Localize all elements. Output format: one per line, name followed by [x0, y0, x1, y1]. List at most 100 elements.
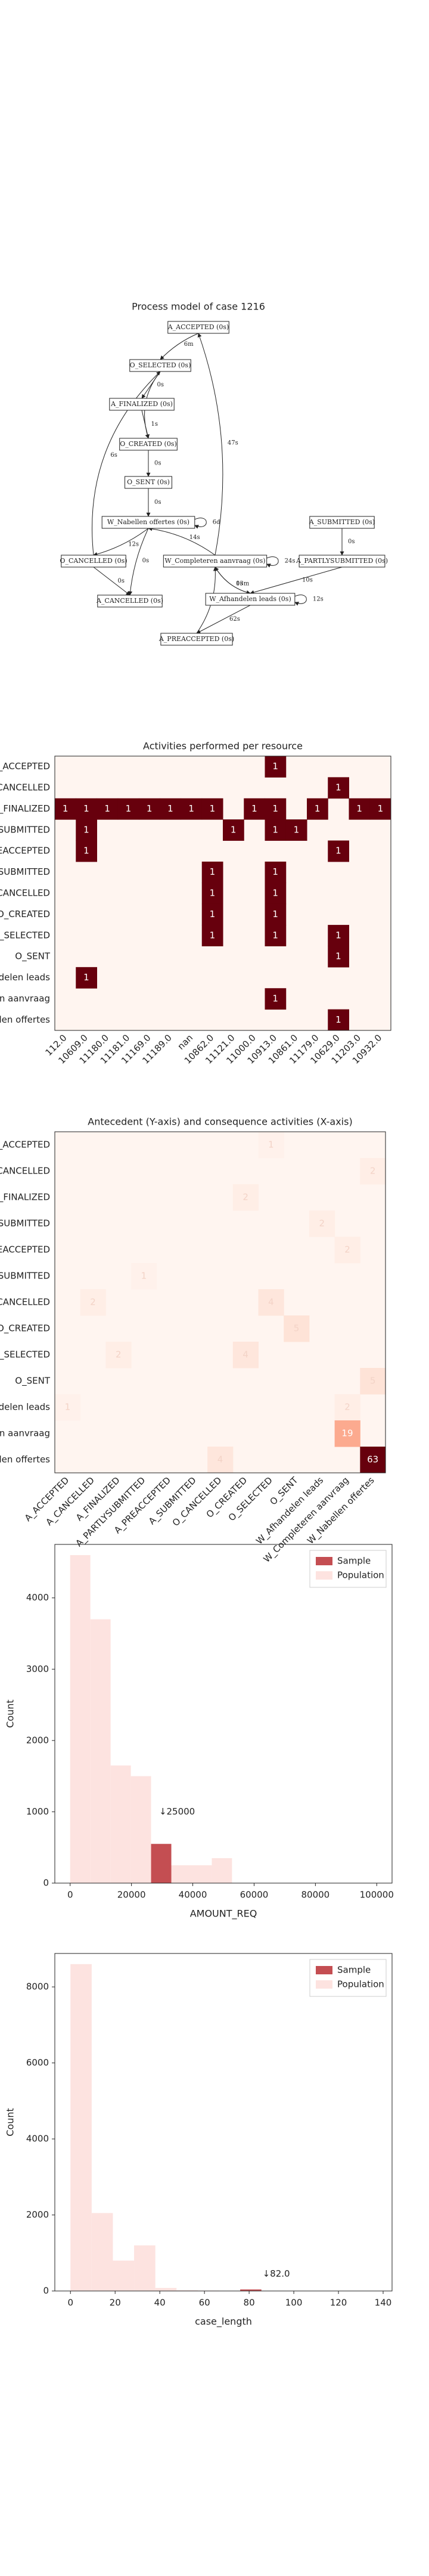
histogram-bar: [70, 1964, 92, 2291]
histogram-bar: [151, 1844, 172, 1883]
heatmap-cell: [369, 798, 391, 820]
histogram-bar: [191, 1865, 212, 1883]
cell-label: 1: [272, 993, 278, 1004]
edge: [92, 371, 161, 556]
y-tick-label: 8000: [26, 1981, 49, 1992]
heatmap-cell: [117, 798, 139, 820]
histogram-bar: [130, 1776, 151, 1883]
edge-label: 6d: [213, 519, 220, 526]
y-tick-label: O_CREATED: [0, 1323, 50, 1335]
heatmap-cell: [284, 1315, 310, 1342]
heatmap-cell: [201, 925, 223, 946]
heatmap-cell: [160, 798, 181, 820]
heatmap-cell: [201, 903, 223, 925]
cell-label: 2: [243, 1192, 248, 1203]
node-label: O_SELECTED (0s): [130, 361, 191, 369]
histogram-bar: [155, 2287, 177, 2291]
node-label: A_SUBMITTED (0s): [309, 518, 375, 526]
cell-label: 1: [210, 909, 216, 919]
legend-swatch: [316, 1966, 332, 1974]
y-tick-label: A_FINALIZED: [0, 1192, 50, 1203]
y-tick-label: O_SENT: [15, 951, 51, 962]
heatmap-cell: [349, 798, 371, 820]
cell-label: 1: [272, 930, 278, 940]
cell-label: 1: [251, 803, 257, 814]
node-box: [125, 476, 172, 489]
cell-label: 1: [147, 803, 153, 814]
legend-label: Population: [337, 1570, 384, 1581]
x-tick-label: 60: [199, 2298, 210, 2308]
edge-label: 0s: [142, 558, 150, 564]
x-tick-label: 40: [154, 2298, 166, 2308]
y-tick-label: A_ACCEPTED: [0, 1140, 50, 1151]
heatmap-frame: [54, 1131, 386, 1473]
edge: [250, 566, 343, 595]
node-label: W_Completeren aanvraag (0s): [164, 557, 265, 565]
heatmap-cell: [265, 819, 287, 841]
heatmap-cell: [328, 840, 349, 862]
y-tick-label: 3000: [26, 1664, 49, 1674]
cell-label: 1: [272, 803, 278, 814]
node-box: [109, 398, 175, 411]
edge-label: 62s: [229, 616, 240, 623]
edge: [93, 528, 149, 556]
x-tick-label: 120: [330, 2298, 347, 2308]
cell-label: 1: [63, 803, 69, 814]
cell-label: 1: [272, 866, 278, 877]
x-tick-label: 20: [110, 2298, 121, 2308]
edge-label: 0s: [157, 382, 164, 388]
node: A_FINALIZED (0s): [109, 398, 175, 411]
cell-label: 1: [83, 803, 89, 814]
cell-label: 1: [167, 803, 173, 814]
node: A_SUBMITTED (0s): [309, 516, 375, 529]
y-tick-label: 0: [43, 2286, 49, 2296]
heatmap-cell: [55, 798, 76, 820]
legend-swatch: [316, 1571, 332, 1580]
cell-label: 1: [83, 824, 89, 835]
cell-label: 1: [335, 951, 341, 962]
node: W_Nabellen offertes (0s): [101, 516, 195, 529]
y-tick-label: 4000: [26, 1592, 49, 1603]
cell-label: 1: [210, 930, 216, 940]
histogram-bar: [110, 1765, 131, 1883]
y-tick-label: W_Afhandelen leads: [0, 1402, 50, 1413]
x-tick-label: 140: [375, 2298, 392, 2308]
heatmap-cell: [55, 1394, 81, 1421]
heatmap-cell: [328, 925, 349, 946]
heatmap-cell: [265, 756, 287, 778]
cell-label: 1: [378, 803, 384, 814]
cell-label: 2: [344, 1402, 350, 1413]
edge-label: 13m: [236, 581, 250, 587]
y-tick-label: 0: [43, 1878, 49, 1888]
node-box: [167, 321, 229, 334]
y-tick-label: O_CANCELLED: [0, 1297, 50, 1308]
legend-box: [309, 1550, 387, 1588]
cell-label: 1: [210, 866, 216, 877]
y-axis-label: Count: [5, 1699, 16, 1728]
cell-label: 4: [268, 1297, 274, 1308]
heatmap-cell: [334, 1420, 360, 1447]
cell-label: 63: [367, 1454, 378, 1465]
heatmap-cell: [201, 883, 223, 905]
histogram-bar: [134, 2245, 156, 2291]
heatmap-cell: [76, 840, 97, 862]
heatmap-background: [55, 1132, 386, 1473]
node-box: [160, 633, 233, 646]
node: O_CANCELLED (0s): [60, 555, 128, 568]
y-tick-label: A_PARTLYSUBMITTED: [0, 1218, 50, 1230]
cell-label: 1: [335, 1014, 341, 1025]
node: W_Completeren aanvraag (0s): [163, 555, 268, 568]
heatmap-cell: [328, 946, 349, 968]
y-tick-label: O_CANCELLED: [0, 888, 50, 899]
cell-label: 1: [83, 972, 89, 983]
cell-label: 5: [294, 1323, 300, 1334]
node-box: [101, 516, 195, 529]
heatmap-cell: [201, 861, 223, 883]
heatmap-cell: [76, 798, 97, 820]
cell-label: 1: [83, 846, 89, 856]
plot-frame: [54, 1544, 393, 1884]
cell-label: 2: [370, 1166, 376, 1176]
node-label: O_CANCELLED (0s): [60, 557, 127, 565]
histogram-bar: [91, 2213, 113, 2291]
y-tick-label: O_SELECTED: [0, 930, 50, 941]
